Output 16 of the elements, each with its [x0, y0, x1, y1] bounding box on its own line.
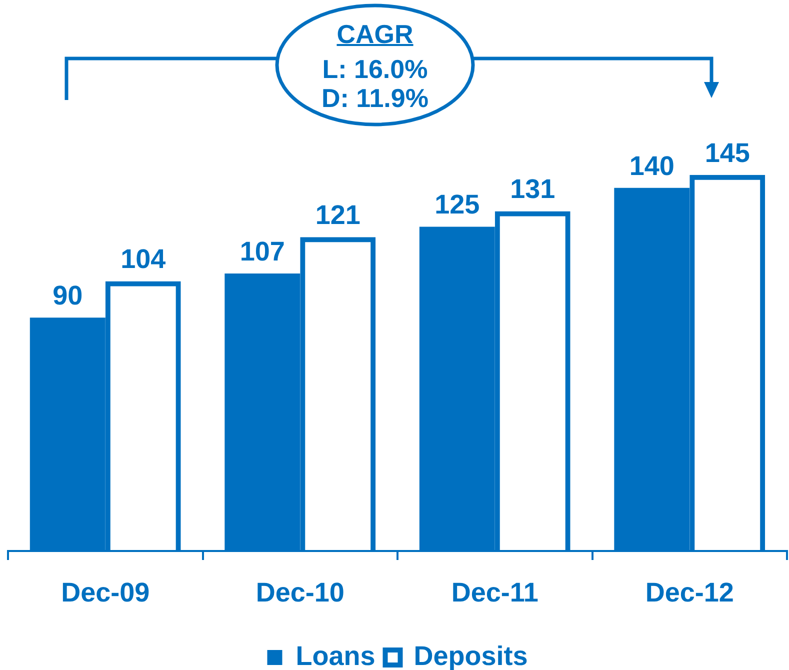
- data-label: 90: [52, 280, 83, 311]
- text: D: 11.9%: [322, 83, 428, 113]
- data-label: 125: [434, 190, 480, 220]
- data-label: 145: [704, 138, 750, 168]
- data-label: 131: [510, 174, 556, 204]
- data-label: 107: [240, 236, 285, 266]
- x-tick-label: Dec-10: [256, 578, 344, 608]
- x-tick-label: Dec-09: [61, 578, 150, 608]
- data-label: 121: [315, 200, 360, 230]
- text: CAGR: [336, 19, 414, 49]
- data-label: 104: [120, 244, 166, 274]
- x-tick-label: Dec-11: [451, 578, 538, 608]
- data-label: 140: [629, 150, 674, 181]
- legend-label: Loans: [296, 640, 376, 670]
- text: L: 16.0%: [322, 54, 428, 84]
- x-tick-label: Dec-12: [645, 578, 734, 608]
